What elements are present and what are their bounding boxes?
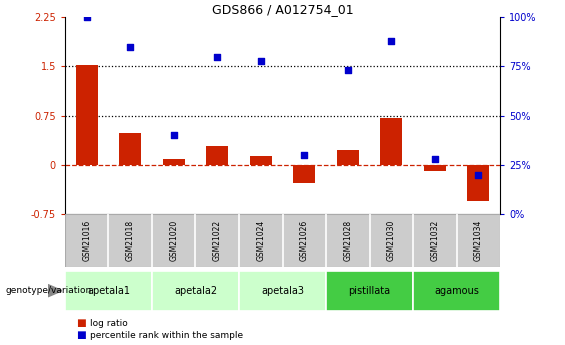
Text: pistillata: pistillata: [349, 286, 390, 296]
Text: GSM21034: GSM21034: [474, 220, 483, 261]
Bar: [163, 159, 185, 165]
Point: [82, 14, 92, 20]
Text: apetala2: apetala2: [174, 286, 217, 296]
Bar: [424, 165, 446, 171]
FancyBboxPatch shape: [152, 271, 239, 310]
Bar: [337, 150, 359, 165]
Point: [473, 172, 483, 177]
Point: [299, 152, 308, 158]
Bar: [76, 65, 98, 165]
Text: GSM21020: GSM21020: [170, 220, 178, 261]
Point: [343, 68, 352, 73]
Bar: [250, 156, 272, 165]
Text: apetala3: apetala3: [261, 286, 304, 296]
Text: log ratio: log ratio: [90, 319, 128, 328]
FancyBboxPatch shape: [65, 271, 152, 310]
FancyBboxPatch shape: [413, 271, 500, 310]
Text: GSM21024: GSM21024: [257, 220, 265, 261]
Text: GSM21018: GSM21018: [126, 220, 134, 261]
Text: genotype/variation: genotype/variation: [6, 286, 92, 295]
Bar: [380, 118, 402, 165]
Point: [430, 156, 439, 161]
Text: GSM21030: GSM21030: [387, 220, 396, 261]
Text: GSM21016: GSM21016: [82, 220, 91, 261]
Bar: [467, 165, 489, 201]
FancyBboxPatch shape: [239, 271, 326, 310]
Point: [125, 44, 134, 49]
Text: GSM21022: GSM21022: [213, 220, 221, 261]
Text: GSM21028: GSM21028: [344, 220, 352, 261]
Text: apetala1: apetala1: [87, 286, 130, 296]
Text: GSM21032: GSM21032: [431, 220, 439, 261]
Text: ■: ■: [76, 330, 86, 339]
Text: GSM21026: GSM21026: [300, 220, 308, 261]
Point: [212, 54, 221, 59]
Bar: [293, 165, 315, 183]
Point: [386, 38, 396, 43]
Title: GDS866 / A012754_01: GDS866 / A012754_01: [212, 3, 353, 16]
Text: agamous: agamous: [434, 286, 479, 296]
Bar: [206, 146, 228, 165]
Bar: [119, 133, 141, 165]
FancyBboxPatch shape: [326, 271, 413, 310]
Text: ■: ■: [76, 318, 86, 328]
Point: [256, 58, 265, 63]
Polygon shape: [48, 285, 62, 297]
Text: percentile rank within the sample: percentile rank within the sample: [90, 331, 244, 340]
Point: [169, 132, 178, 138]
